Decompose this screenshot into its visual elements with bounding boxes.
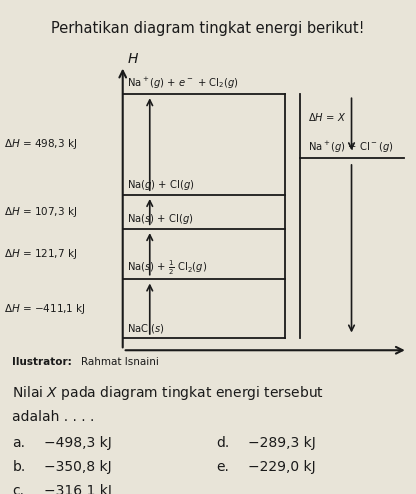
Text: Rahmat Isnaini: Rahmat Isnaini bbox=[81, 358, 159, 368]
Text: Na($g$) + Cl($g$): Na($g$) + Cl($g$) bbox=[127, 178, 194, 192]
Text: Nilai $X$ pada diagram tingkat energi tersebut: Nilai $X$ pada diagram tingkat energi te… bbox=[12, 384, 324, 402]
Text: adalah . . . .: adalah . . . . bbox=[12, 410, 95, 423]
Text: b.: b. bbox=[12, 460, 26, 474]
Text: Ilustrator:: Ilustrator: bbox=[12, 358, 72, 368]
Text: −498,3 kJ: −498,3 kJ bbox=[44, 436, 111, 450]
Text: Na($s$) + Cl($g$): Na($s$) + Cl($g$) bbox=[127, 212, 193, 226]
Text: −289,3 kJ: −289,3 kJ bbox=[248, 436, 315, 450]
Text: $\Delta H$ = $X$: $\Delta H$ = $X$ bbox=[308, 111, 346, 123]
Text: NaCl($s$): NaCl($s$) bbox=[127, 322, 164, 335]
Text: d.: d. bbox=[216, 436, 230, 450]
Text: a.: a. bbox=[12, 436, 25, 450]
Text: $\Delta H$ = 121,7 kJ: $\Delta H$ = 121,7 kJ bbox=[4, 247, 77, 261]
Text: −350,8 kJ: −350,8 kJ bbox=[44, 460, 111, 474]
Text: Na$^+$($g$) + Cl$^-$($g$): Na$^+$($g$) + Cl$^-$($g$) bbox=[308, 140, 394, 155]
Text: $\Delta H$ = 498,3 kJ: $\Delta H$ = 498,3 kJ bbox=[4, 137, 77, 151]
Text: −229,0 kJ: −229,0 kJ bbox=[248, 460, 315, 474]
Text: e.: e. bbox=[216, 460, 229, 474]
Text: c.: c. bbox=[12, 484, 25, 494]
Text: $\Delta H$ = 107,3 kJ: $\Delta H$ = 107,3 kJ bbox=[4, 205, 77, 219]
Text: Na($s$) + $\frac{1}{2}$ Cl$_2$($g$): Na($s$) + $\frac{1}{2}$ Cl$_2$($g$) bbox=[127, 258, 207, 277]
Text: $\Delta H$ = $-$411,1 kJ: $\Delta H$ = $-$411,1 kJ bbox=[4, 302, 86, 316]
Text: −316,1 kJ: −316,1 kJ bbox=[44, 484, 111, 494]
Text: $H$: $H$ bbox=[127, 52, 139, 66]
Text: Perhatikan diagram tingkat energi berikut!: Perhatikan diagram tingkat energi beriku… bbox=[51, 21, 365, 36]
Text: Na$^+$($g$) + $e^-$ + Cl$_2$($g$): Na$^+$($g$) + $e^-$ + Cl$_2$($g$) bbox=[127, 76, 239, 91]
